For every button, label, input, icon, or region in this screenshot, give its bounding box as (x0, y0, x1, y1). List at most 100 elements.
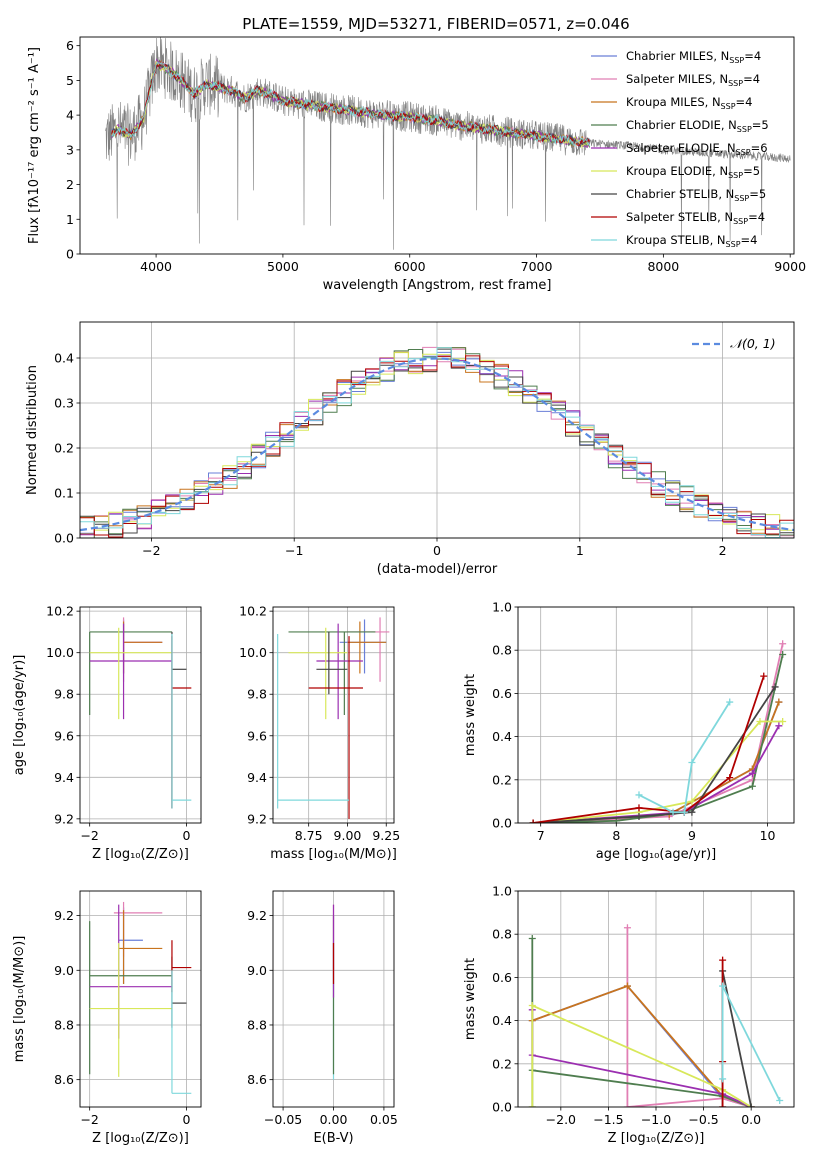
x-tick-label: −1.5 (593, 1112, 623, 1127)
mass-vs-ebv-plot: −0.05 0.00 0.05 8.6 8.8 9.0 9.2 E(B-V) (247, 890, 398, 1146)
y-tick-label: 0.8 (492, 643, 512, 658)
y-tick-label: 10.0 (239, 645, 267, 660)
y-tick-label: 1.0 (492, 600, 512, 615)
marker-kroupa-stelib (635, 791, 643, 799)
y-tick-label: 1 (66, 212, 74, 227)
y-tick-label: 1.0 (492, 884, 512, 899)
y-tick-label: 0.2 (54, 441, 74, 456)
line-salpeter-stelib (532, 675, 765, 823)
x-tick-label: 0.0 (741, 1112, 761, 1127)
legend-label-salpeter-elodie: Salpeter ELODIE, NSSP=6 (626, 141, 768, 157)
x-tick-label: 7000 (521, 259, 553, 274)
x-axis-label: wavelength [Angstrom, rest frame] (323, 278, 552, 293)
x-tick-label: −0.05 (264, 1112, 302, 1127)
axes-frame (517, 606, 795, 824)
y-tick-label: 9.4 (54, 770, 74, 785)
marker-salpeter-miles (623, 1103, 631, 1107)
x-tick-label: 0 (183, 828, 191, 843)
x-axis-label: E(B-V) (313, 1131, 353, 1146)
legend-label-chabrier-elodie: Chabrier ELODIE, NSSP=5 (626, 118, 769, 134)
marker-salpeter-stelib (726, 774, 734, 782)
y-tick-label: 9.2 (247, 811, 267, 826)
massweight-vs-age-plot: 7 8 9 10 0.0 0.2 0.4 0.6 0.8 1.0 age [log₁₀(age/yr… (463, 600, 795, 862)
x-tick-label: 1 (576, 543, 584, 558)
marker-kroupa-stelib (776, 1097, 784, 1105)
y-tick-label: 10.2 (239, 604, 267, 619)
marker-kroupa-elodie (779, 717, 787, 725)
y-tick-label: 8.6 (54, 1072, 74, 1087)
y-tick-label: 5 (66, 73, 74, 88)
mass-vs-metallicity-plot: −2 0 8.6 8.8 9.0 9.2 Z [log₁₀(Z/Z⊙)] mass [log₁… (12, 890, 202, 1146)
marker-kroupa-miles (623, 982, 631, 990)
x-tick-label: 0 (433, 543, 441, 558)
x-tick-label: 9000 (774, 259, 806, 274)
grid (273, 607, 394, 823)
x-axis-label: Z [log₁₀(Z/Z⊙)] (608, 1131, 705, 1146)
y-tick-label: 0.1 (54, 486, 74, 501)
y-tick-label: 0.0 (492, 816, 512, 831)
marker-chabrier-stelib (747, 1103, 755, 1107)
line-chabrier-stelib (721, 970, 753, 1107)
y-tick-label: 0.2 (492, 772, 512, 787)
y-axis-label: age [log₁₀(age/yr)] (12, 655, 27, 776)
marker-chabrier-elodie (748, 782, 756, 790)
marker-kroupa-elodie (688, 797, 696, 805)
y-tick-label: 9.2 (54, 908, 74, 923)
y-tick-label: 0.2 (492, 1056, 512, 1071)
x-tick-label: −2 (142, 543, 160, 558)
marker-kroupa-stelib (719, 982, 727, 990)
line-chabrier-elodie (531, 938, 752, 1107)
x-tick-label: 0.00 (320, 1112, 348, 1127)
y-tick-label: 8.8 (54, 1017, 74, 1032)
legend-label-salpeter-miles: Salpeter MILES, NSSP=4 (626, 72, 760, 88)
normal-curve-line (80, 357, 794, 532)
model-line-chabrier-stelib (111, 63, 590, 148)
axes-frame (79, 36, 795, 255)
plot-area (105, 37, 791, 250)
legend-label-salpeter-stelib: Salpeter STELIB, NSSP=4 (626, 210, 765, 226)
y-tick-label: 0.0 (54, 531, 74, 546)
grid (518, 606, 794, 824)
line-salpeter-miles (626, 927, 752, 1107)
marker-salpeter-stelib (719, 1103, 727, 1107)
axes-frame (79, 890, 202, 1108)
plot-area (80, 346, 794, 538)
grid (80, 607, 201, 823)
axes-frame (517, 890, 795, 1108)
marker-salpeter-elodie (775, 722, 783, 730)
legend: Chabrier MILES, NSSP=4 Salpeter MILES, NS… (591, 49, 769, 249)
legend-label-normal: 𝒩(0, 1) (730, 336, 776, 351)
y-tick-label: 0.3 (54, 396, 74, 411)
legend-label-kroupa-elodie: Kroupa ELODIE, NSSP=5 (626, 164, 760, 180)
y-tick-label: 0.6 (492, 970, 512, 985)
marker-salpeter-miles (623, 924, 631, 932)
plot-area (529, 640, 787, 823)
spectrum-plot: 4000 5000 6000 7000 8000 9000 0 1 2 3 4 5 6 wavelengt… (27, 36, 806, 293)
x-axis-label: Z [log₁₀(Z/Z⊙)] (92, 847, 189, 862)
x-tick-label: 0 (183, 1112, 191, 1127)
marker-kroupa-stelib (719, 1075, 727, 1083)
marker-kroupa-stelib (680, 808, 688, 816)
plot-area (89, 617, 192, 809)
x-tick-label: 0.05 (370, 1112, 398, 1127)
x-tick-label: 10 (760, 828, 776, 843)
line-chabrier-stelib (533, 686, 776, 823)
line-chabrier-miles (533, 701, 780, 823)
marker-chabrier-stelib (771, 683, 779, 691)
y-axis-label: mass weight (463, 958, 478, 1040)
y-tick-label: 6 (66, 38, 74, 53)
y-tick-label: 2 (66, 177, 74, 192)
y-tick-label: 10.0 (46, 645, 74, 660)
x-tick-label: −0.5 (688, 1112, 718, 1127)
x-tick-label: 8.75 (295, 828, 323, 843)
y-axis-label: mass [log₁₀(M/M⊙)] (12, 936, 27, 1063)
marker-salpeter-stelib (719, 956, 727, 964)
legend-label-kroupa-stelib: Kroupa STELIB, NSSP=4 (626, 233, 757, 249)
marker-chabrier-stelib (688, 808, 696, 816)
y-tick-label: 10.2 (46, 604, 74, 619)
y-tick-label: 3 (66, 142, 74, 157)
x-tick-label: −2 (80, 828, 98, 843)
y-tick-label: 0.0 (492, 1100, 512, 1115)
marker-kroupa-elodie (756, 717, 764, 725)
x-tick-label: 8 (612, 828, 620, 843)
